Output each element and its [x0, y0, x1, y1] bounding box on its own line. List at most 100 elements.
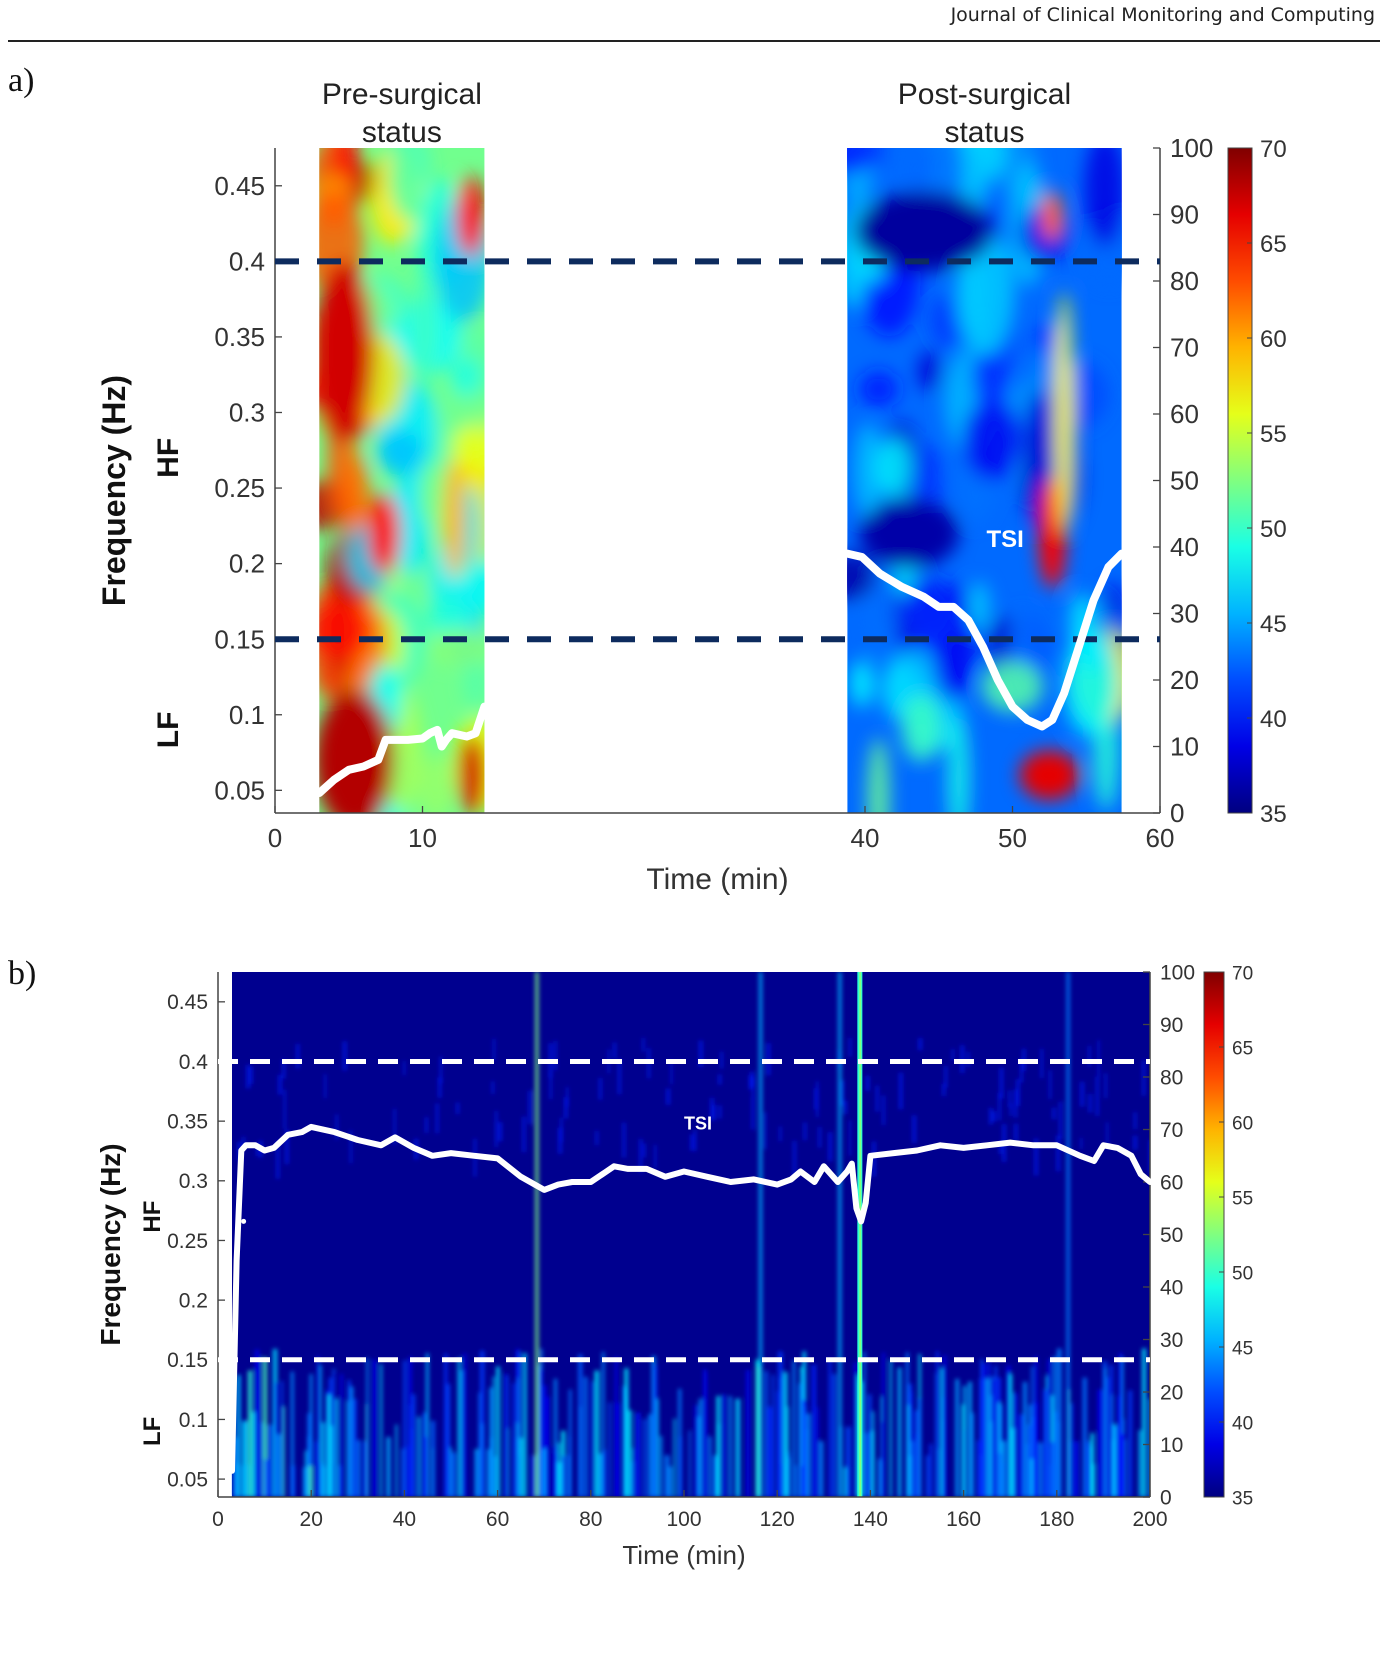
right-tick-label: 20 [1160, 1381, 1183, 1404]
heatmap-streak [651, 1355, 656, 1497]
heatmap-streak [451, 1452, 456, 1497]
x-tick-label: 40 [851, 823, 880, 853]
heatmap-streak [794, 1465, 797, 1497]
heatmap-streak [393, 1108, 396, 1145]
heatmap-streak [882, 1095, 885, 1126]
heatmap-streak [792, 1360, 796, 1497]
heatmap-streak [875, 1085, 879, 1112]
colorbar-tick-label: 70 [1232, 963, 1253, 984]
tsi-annotation: TSI [684, 1114, 712, 1134]
heatmap-streak [614, 1402, 620, 1497]
heatmap-streak [528, 1090, 532, 1125]
heatmap-streak [1111, 1394, 1114, 1497]
heatmap-streak [333, 1398, 339, 1497]
heatmap-blob [1019, 750, 1080, 801]
heatmap-blob [419, 754, 454, 813]
heatmap-streak [779, 1126, 782, 1142]
heatmap-streak [1050, 1442, 1055, 1497]
y-axis-label: Frequency (Hz) [95, 1143, 126, 1345]
heatmap-streak [435, 1103, 439, 1134]
heatmap-streak [242, 1420, 248, 1497]
heatmap-streak [1082, 1377, 1087, 1497]
heatmap-streak [1016, 1079, 1020, 1107]
heatmap-streak [764, 1371, 768, 1497]
heatmap-streak [462, 1353, 467, 1497]
heatmap-a-2 [847, 148, 1122, 813]
heatmap-streak [598, 1077, 602, 1100]
heatmap-streak [363, 1441, 368, 1497]
heatmap-streak [276, 1141, 280, 1179]
y-tick-label: 0.4 [179, 1051, 209, 1074]
heatmap-streak [403, 1060, 406, 1076]
heatmap-streak [445, 1384, 451, 1497]
heatmap-streak [998, 1453, 1004, 1497]
heatmap-streak [278, 1074, 282, 1095]
heatmap-streak [478, 1392, 481, 1497]
heatmap-streak [664, 1455, 670, 1497]
heatmap-streak [751, 1077, 755, 1099]
heatmap-streak [653, 1364, 658, 1497]
header-rule [8, 40, 1380, 42]
y-tick-label: 0.35 [167, 1110, 208, 1133]
heatmap-streak [522, 1116, 526, 1153]
heatmap-streak [816, 1407, 819, 1497]
heatmap-streak [994, 1365, 998, 1497]
journal-title: Journal of Clinical Monitoring and Compu… [950, 4, 1375, 26]
heatmap-streak [907, 1404, 910, 1497]
colorbar-tick-label: 55 [1260, 421, 1287, 448]
heatmap-streak [474, 1450, 478, 1497]
heatmap-streak [1031, 1366, 1034, 1497]
tsi-series-line [315, 702, 489, 797]
heatmap-streak [1040, 1048, 1044, 1079]
heatmap-streak [751, 1097, 755, 1130]
heatmap-blobs [847, 148, 1122, 813]
heatmap-streak [1097, 1389, 1103, 1497]
heatmap-streak [803, 1122, 807, 1141]
heatmap-streak [1123, 1418, 1126, 1497]
heatmap-streak [617, 1059, 621, 1095]
heatmap-streak [720, 1051, 723, 1069]
heatmap-blob [444, 458, 465, 579]
heatmap-streak [1048, 1070, 1052, 1100]
heatmap-streak [1104, 1367, 1107, 1497]
heatmap-streak [523, 1353, 527, 1497]
band-label-lf: LF [139, 1417, 166, 1446]
heatmap-streak [777, 1351, 783, 1497]
heatmap-streak [539, 1369, 543, 1497]
heatmap-streak [335, 1114, 338, 1140]
heatmap-streak [1014, 1123, 1018, 1142]
heatmap-blob [319, 599, 373, 660]
heatmap-streak [349, 1386, 354, 1497]
heatmap-blob [404, 569, 429, 606]
heatmap-streak [1074, 1441, 1079, 1497]
heatmap-vertical-band [837, 972, 842, 1497]
right-tick-label: 20 [1170, 665, 1199, 695]
heatmap-streak [583, 1376, 588, 1497]
heatmap-streak [1090, 1433, 1095, 1497]
heatmap-streak [944, 1065, 948, 1088]
colorbar-tick-label: 35 [1232, 1488, 1253, 1509]
tsi-series-line [229, 1123, 1153, 1474]
heatmap-streak [541, 1448, 547, 1497]
heatmap-streak [670, 1060, 673, 1085]
heatmap-streak [1034, 1402, 1039, 1497]
segment-title: status [944, 116, 1024, 149]
heatmap-streak [549, 1075, 552, 1100]
tsi-annotation: TSI [986, 526, 1023, 553]
heatmap-streak [282, 1059, 286, 1079]
heatmap-streak [801, 1465, 804, 1497]
heatmap-streak [1027, 1424, 1032, 1497]
heatmap-streak [319, 1462, 324, 1497]
colorbar-tick-label: 50 [1232, 1263, 1253, 1284]
heatmap-streak [992, 1111, 997, 1122]
heatmap-streak [639, 1138, 643, 1173]
heatmap-streak [999, 1067, 1004, 1099]
heatmap-blob [456, 176, 485, 256]
heatmap-streak [1052, 1107, 1056, 1120]
heatmap-streak [601, 1351, 605, 1497]
y-tick-label: 0.35 [214, 322, 265, 352]
band-label-hf: HF [139, 1201, 166, 1233]
heatmap-streak [430, 1420, 436, 1497]
heatmap-streak [304, 1450, 307, 1497]
heatmap-streak [554, 1040, 557, 1071]
